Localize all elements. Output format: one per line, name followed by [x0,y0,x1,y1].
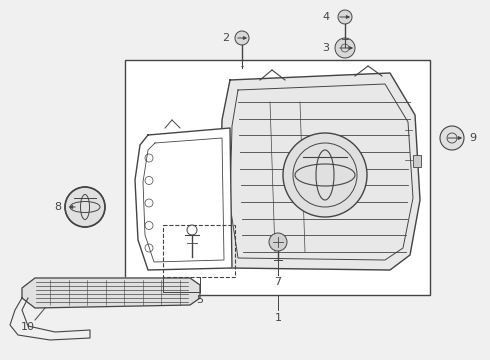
Bar [125,60,430,295]
Text: 1: 1 [274,313,281,323]
Circle shape [235,31,249,45]
Circle shape [283,133,367,217]
Text: 7: 7 [274,277,282,287]
Circle shape [338,10,352,24]
Bar [163,225,235,277]
Text: 9: 9 [469,133,477,143]
Text: 3: 3 [322,43,329,53]
Text: 6: 6 [189,209,196,219]
Text: 2: 2 [222,33,229,43]
Circle shape [65,187,105,227]
Text: 4: 4 [322,12,330,22]
Text: 5: 5 [196,295,203,305]
Circle shape [335,38,355,58]
Circle shape [269,233,287,251]
Polygon shape [22,278,200,308]
Bar [413,155,421,167]
Text: 10: 10 [21,322,35,332]
Polygon shape [220,73,420,270]
Text: 8: 8 [54,202,62,212]
Polygon shape [135,128,232,270]
Circle shape [440,126,464,150]
